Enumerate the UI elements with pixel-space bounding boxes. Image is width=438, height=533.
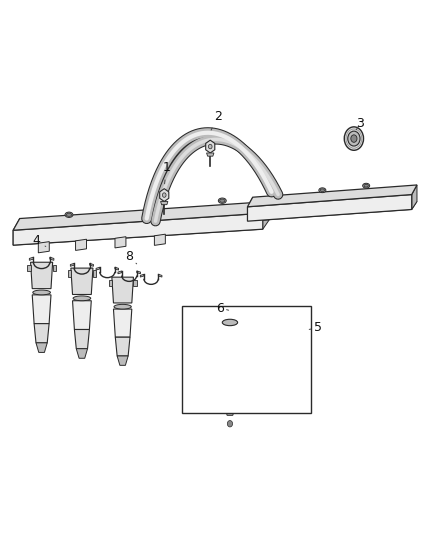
Ellipse shape	[33, 290, 50, 295]
Polygon shape	[53, 264, 56, 271]
Polygon shape	[31, 262, 53, 289]
Text: 5: 5	[309, 321, 321, 334]
Polygon shape	[115, 237, 126, 248]
Text: 4: 4	[32, 235, 46, 247]
Polygon shape	[32, 295, 51, 324]
Polygon shape	[216, 327, 219, 334]
Circle shape	[351, 135, 357, 142]
Polygon shape	[158, 274, 162, 277]
Polygon shape	[247, 201, 417, 221]
Text: 3: 3	[356, 117, 364, 130]
Polygon shape	[247, 185, 417, 207]
FancyBboxPatch shape	[182, 306, 311, 413]
Polygon shape	[39, 241, 49, 253]
Polygon shape	[112, 277, 134, 303]
Polygon shape	[109, 279, 112, 286]
Ellipse shape	[73, 296, 91, 301]
Polygon shape	[93, 271, 96, 277]
Polygon shape	[96, 267, 100, 270]
Polygon shape	[34, 324, 49, 343]
Polygon shape	[74, 329, 89, 349]
Polygon shape	[247, 197, 253, 221]
Ellipse shape	[223, 319, 237, 326]
Ellipse shape	[363, 183, 370, 188]
Polygon shape	[50, 257, 54, 260]
Polygon shape	[29, 257, 33, 260]
Polygon shape	[76, 349, 88, 358]
Polygon shape	[134, 279, 137, 286]
Polygon shape	[115, 267, 119, 270]
Polygon shape	[207, 153, 214, 156]
Polygon shape	[13, 219, 20, 245]
Polygon shape	[219, 325, 241, 352]
Polygon shape	[68, 271, 71, 277]
Ellipse shape	[221, 353, 239, 358]
Polygon shape	[160, 189, 169, 201]
Ellipse shape	[152, 204, 160, 209]
Polygon shape	[13, 220, 269, 245]
Ellipse shape	[218, 198, 226, 204]
Polygon shape	[73, 301, 91, 329]
Text: 1: 1	[162, 161, 170, 184]
Ellipse shape	[275, 192, 282, 197]
Polygon shape	[412, 185, 417, 209]
Text: 8: 8	[125, 251, 137, 264]
Polygon shape	[247, 195, 412, 221]
Polygon shape	[118, 271, 122, 274]
Polygon shape	[75, 239, 87, 251]
Polygon shape	[115, 337, 130, 356]
Circle shape	[227, 421, 233, 427]
Polygon shape	[241, 327, 244, 334]
Polygon shape	[36, 343, 47, 352]
Polygon shape	[154, 234, 166, 245]
Ellipse shape	[364, 184, 368, 187]
Ellipse shape	[276, 193, 281, 196]
Polygon shape	[71, 268, 93, 294]
Polygon shape	[28, 264, 31, 271]
Polygon shape	[90, 263, 93, 266]
Ellipse shape	[65, 212, 73, 217]
Text: 2: 2	[211, 110, 222, 130]
Polygon shape	[13, 201, 269, 230]
Polygon shape	[206, 140, 215, 153]
Ellipse shape	[67, 213, 71, 216]
Ellipse shape	[320, 189, 325, 191]
Polygon shape	[117, 356, 128, 365]
Polygon shape	[13, 213, 263, 245]
Polygon shape	[224, 406, 236, 415]
Polygon shape	[137, 271, 141, 274]
Polygon shape	[161, 201, 168, 205]
Circle shape	[344, 127, 364, 150]
Circle shape	[162, 193, 166, 197]
Polygon shape	[71, 263, 74, 266]
Circle shape	[208, 144, 212, 149]
Polygon shape	[140, 274, 144, 277]
Ellipse shape	[114, 304, 131, 309]
Polygon shape	[223, 386, 237, 406]
Ellipse shape	[319, 188, 326, 192]
Ellipse shape	[219, 199, 225, 203]
Polygon shape	[113, 309, 132, 337]
Ellipse shape	[154, 205, 159, 208]
Circle shape	[348, 131, 360, 146]
Polygon shape	[221, 358, 239, 386]
Text: 6: 6	[216, 302, 229, 314]
